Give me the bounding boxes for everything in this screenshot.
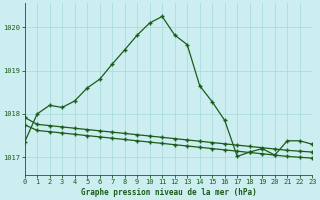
X-axis label: Graphe pression niveau de la mer (hPa): Graphe pression niveau de la mer (hPa) [81, 188, 256, 197]
